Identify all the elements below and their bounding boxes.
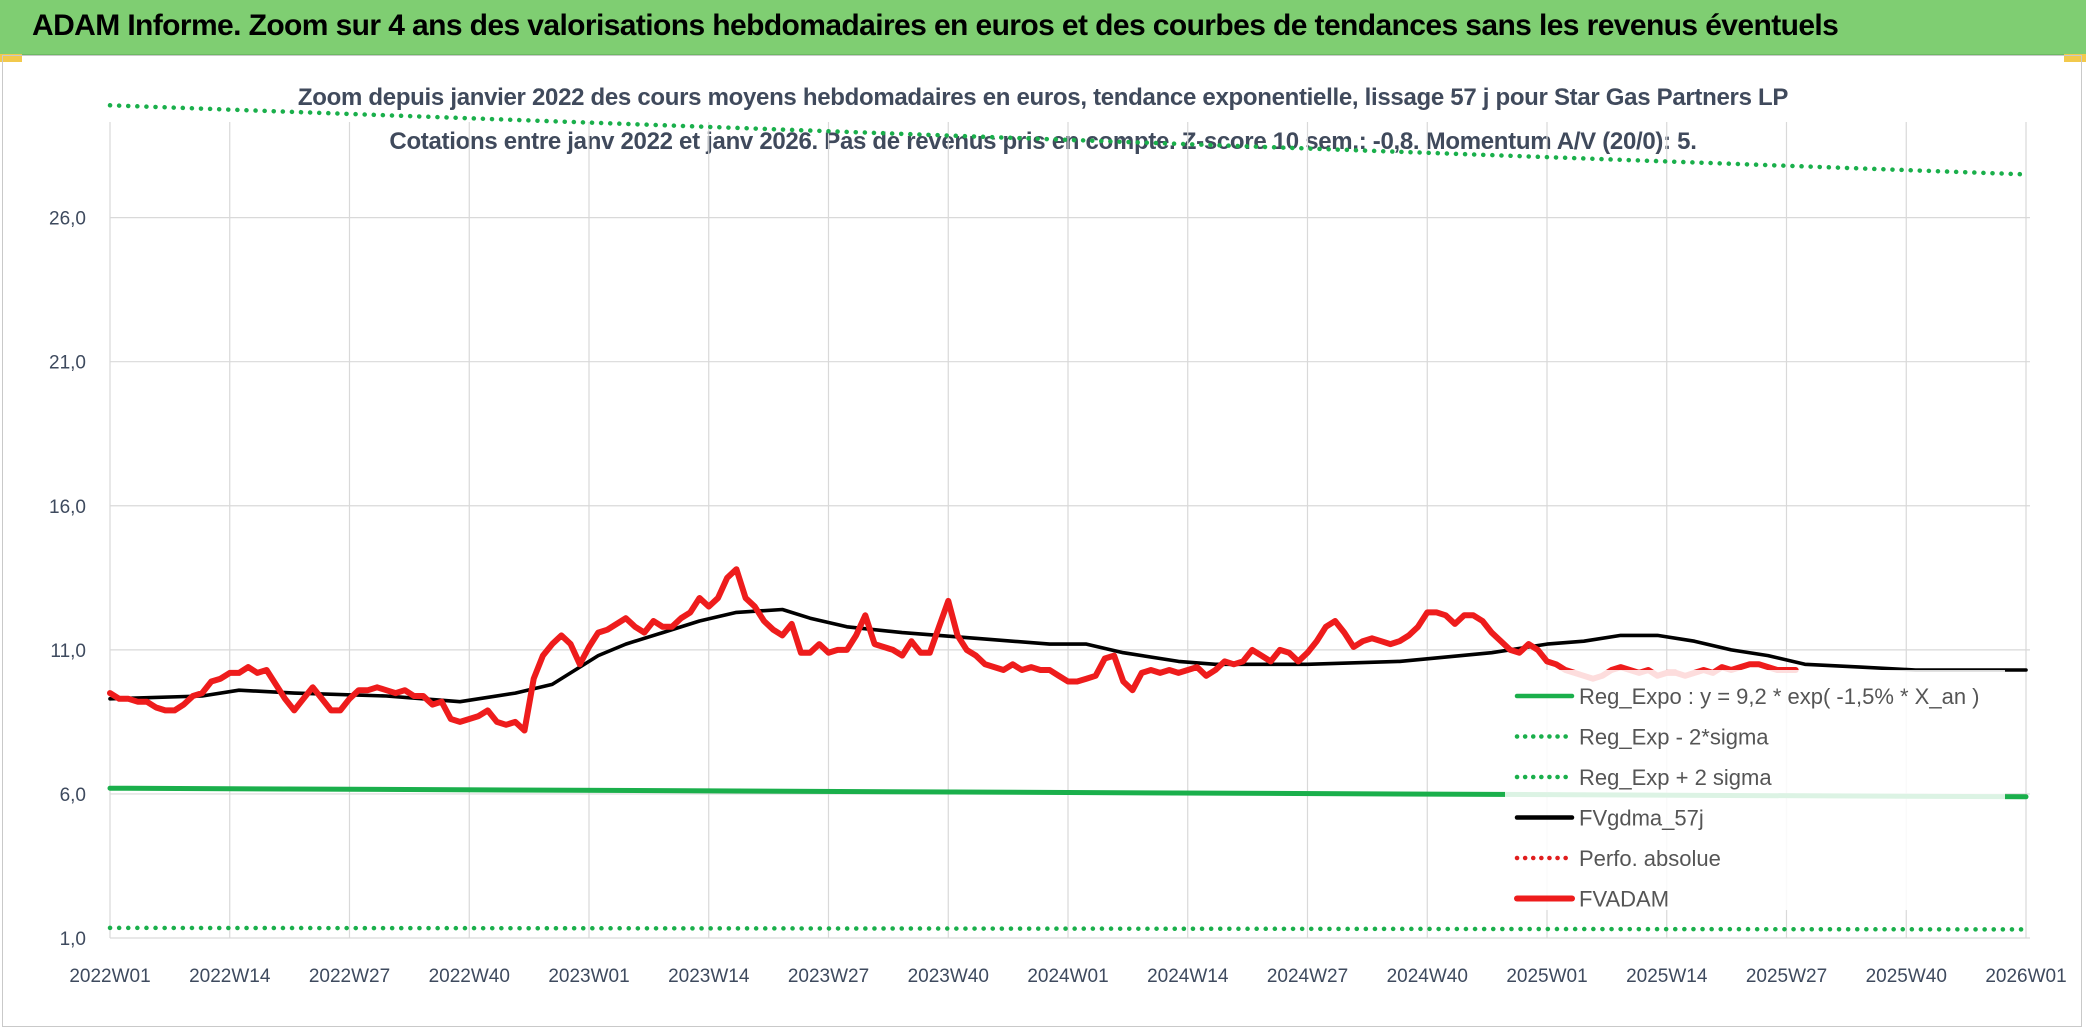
- y-tick-label: 21,0: [49, 353, 86, 374]
- legend-label-6: FVADAM: [1579, 887, 1669, 912]
- x-tick-label: 2024W27: [1267, 966, 1348, 987]
- report-banner: ADAM Informe. Zoom sur 4 ans des valoris…: [0, 0, 2086, 55]
- x-tick-label: 2023W01: [548, 966, 629, 987]
- y-tick-label: 16,0: [49, 497, 86, 518]
- y-tick-label: 1,0: [60, 929, 86, 950]
- legend-label-1: Reg_Expo : y = 9,2 * exp( -1,5% * X_an ): [1579, 684, 1980, 709]
- legend-label-4: FVgdma_57j: [1579, 806, 1704, 831]
- x-tick-label: 2025W40: [1866, 966, 1947, 987]
- x-tick-label: 2023W27: [788, 966, 869, 987]
- x-axis-ticks: 2022W01 2022W14 2022W27 2022W40 2023W01 2023W…: [69, 966, 2066, 987]
- x-tick-label: 2025W14: [1626, 966, 1708, 987]
- x-tick-label: 2022W40: [429, 966, 510, 987]
- series-line-4: [108, 607, 2028, 704]
- x-tick-label: 2022W27: [309, 966, 390, 987]
- corner-accent: [2064, 54, 2086, 62]
- gridlines: [109, 122, 2030, 939]
- chart-title: Zoom depuis janvier 2022 des cours moyen…: [297, 84, 1789, 111]
- chart-subtitle: Cotations entre janv 2022 et janv 2026. …: [389, 128, 1697, 155]
- y-tick-label: 11,0: [50, 641, 86, 662]
- y-axis-ticks: 1,0 6,0 11,0 16,0 21,0 26,0: [49, 209, 86, 950]
- chart-legend: Reg_Expo : y = 9,2 * exp( -1,5% * X_an )…: [1505, 670, 2005, 912]
- x-tick-label: 2023W40: [908, 966, 989, 987]
- x-tick-label: 2024W01: [1027, 966, 1108, 987]
- x-tick-label: 2022W14: [189, 966, 271, 987]
- chart-frame: [2, 55, 2082, 1027]
- corner-accent: [0, 54, 22, 62]
- legend-label-3: Reg_Exp + 2 sigma: [1579, 765, 1772, 790]
- x-tick-label: 2025W01: [1506, 966, 1587, 987]
- x-tick-label: 2026W01: [1985, 966, 2066, 987]
- legend-background: [1505, 670, 2005, 910]
- y-tick-label: 6,0: [60, 785, 86, 806]
- x-tick-label: 2022W01: [69, 966, 150, 987]
- x-tick-label: 2024W14: [1147, 966, 1229, 987]
- legend-label-5: Perfo. absolue: [1579, 846, 1721, 871]
- report-title: ADAM Informe. Zoom sur 4 ans des valoris…: [32, 9, 1839, 42]
- x-tick-label: 2023W14: [668, 966, 750, 987]
- legend-label-2: Reg_Exp - 2*sigma: [1579, 725, 1769, 750]
- series-line-3: [107, 103, 2029, 177]
- y-tick-label: 26,0: [49, 209, 86, 230]
- series-line-6: [107, 566, 1799, 734]
- x-tick-label: 2024W40: [1387, 966, 1468, 987]
- x-tick-label: 2025W27: [1746, 966, 1827, 987]
- series-line-2: [107, 925, 2029, 932]
